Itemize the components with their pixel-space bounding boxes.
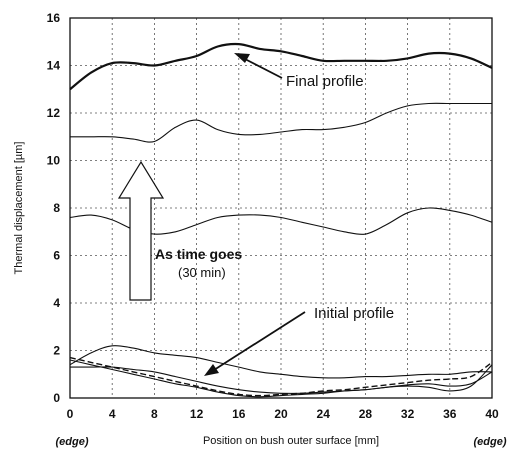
- plot-frame: [69, 17, 493, 399]
- y-axis-title: Thermal displacement [µm]: [13, 142, 25, 275]
- final-profile-arrowhead-icon: [234, 53, 250, 63]
- y-tick-label: 2: [53, 344, 60, 358]
- final-profile-label: Final profile: [286, 73, 364, 90]
- x-tick-label: 0: [67, 407, 74, 421]
- y-tick-label: 0: [53, 391, 60, 405]
- duration-label: (30 min): [178, 265, 226, 280]
- final-profile-pointer: [242, 57, 283, 79]
- x-tick-label: 32: [401, 407, 415, 421]
- y-tick-label: 4: [53, 296, 60, 310]
- y-tick-label: 16: [47, 11, 61, 25]
- series-line: [69, 359, 493, 398]
- right-edge-label: (edge): [474, 436, 507, 448]
- x-tick-label: 20: [274, 407, 288, 421]
- series-line: [70, 102, 492, 143]
- y-tick-label: 12: [47, 106, 61, 120]
- y-tick-label: 6: [53, 249, 60, 263]
- series-line: [69, 345, 493, 379]
- time-label: As time goes: [155, 246, 242, 262]
- y-tick-label: 14: [47, 59, 61, 73]
- y-tick-label: 8: [53, 201, 60, 215]
- grid: [70, 18, 492, 398]
- x-tick-label: 8: [151, 407, 158, 421]
- series-lines: [69, 42, 493, 398]
- x-tick-label: 4: [109, 407, 116, 421]
- time-arrow-icon: [117, 160, 165, 301]
- x-tick-label: 28: [359, 407, 373, 421]
- annotation-arrows: [117, 53, 306, 376]
- initial-profile-label: Initial profile: [314, 305, 394, 322]
- series-line: [69, 366, 493, 394]
- x-tick-label: 36: [443, 407, 457, 421]
- left-edge-label: (edge): [56, 436, 89, 448]
- y-tick-label: 10: [47, 154, 61, 168]
- series-line: [69, 42, 493, 91]
- initial-profile-arrowhead-icon: [204, 364, 219, 376]
- initial-profile-pointer: [213, 311, 306, 371]
- x-axis-title: Position on bush outer surface [mm]: [203, 435, 379, 447]
- x-tick-label: 12: [190, 407, 204, 421]
- x-tick-label: 16: [232, 407, 246, 421]
- x-tick-label: 40: [485, 407, 499, 421]
- x-tick-label: 24: [317, 407, 331, 421]
